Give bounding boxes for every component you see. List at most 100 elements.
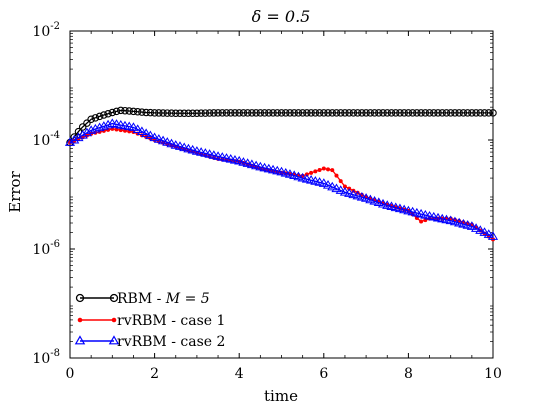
data-point [356,191,367,201]
x-tick-label: 4 [235,366,244,382]
data-point [306,175,317,184]
x-tick-label: 0 [66,366,75,382]
data-point [201,109,210,117]
data-point [235,109,243,117]
data-point [442,109,451,117]
data-point [234,155,245,165]
data-point [454,217,465,227]
data-point [150,109,159,117]
data-point [366,109,375,117]
data-point [231,109,239,117]
data-point [180,109,188,117]
data-point [155,109,163,117]
data-point [86,125,97,134]
data-point [157,135,169,145]
data-point [210,109,218,117]
data-point [358,109,366,117]
data-point [242,158,253,167]
data-point [373,197,384,207]
data-point [94,122,105,132]
data-point [243,109,252,117]
data-point [272,165,283,175]
y-tick-base: 10 [32,133,50,149]
data-point [370,109,379,117]
legend-marker-case1 [77,317,83,323]
legend-entry-case2: rvRBM - case 2 [74,334,225,350]
data-point [263,163,274,173]
data-point [487,231,499,240]
data-point [146,108,155,117]
data-point [352,190,363,200]
data-point [121,106,129,115]
data-point [438,109,446,117]
data-point [485,109,493,117]
data-point [327,181,338,191]
legend-entry-case1: rvRBM - case 1 [77,313,225,329]
data-point [417,109,425,117]
x-tick-label: 6 [319,366,328,382]
data-point [252,109,260,117]
data-point [117,106,125,115]
data-point [286,109,294,117]
data-point [229,154,241,164]
data-point [166,138,177,148]
data-point [87,115,95,124]
data-point [104,109,112,118]
data-point [408,109,417,117]
data-point [315,109,324,117]
data-point [176,109,184,117]
data-point [294,109,303,117]
data-point [394,203,406,213]
data-point [73,132,84,142]
data-point [400,109,408,117]
data-point [248,109,256,117]
data-point [322,179,334,189]
data-point [411,207,422,217]
series-2 [64,118,499,240]
data-point [163,109,172,117]
data-point [382,200,393,209]
chart-title: δ = 0.5 [252,7,311,26]
data-point [276,166,287,176]
y-tick-label: 10-4 [32,130,60,149]
data-point [420,209,431,219]
data-point [280,167,291,177]
data-point [112,107,121,116]
data-point [446,109,455,117]
data-point [90,123,101,133]
data-point [204,149,215,158]
data-point [290,109,298,117]
data-point [375,109,383,117]
data-point [365,194,376,204]
data-point [483,229,494,238]
data-point [379,109,387,117]
data-point [222,109,231,117]
data-point [387,109,396,117]
data-point [403,205,414,215]
data-point [77,130,88,139]
data-point [434,109,442,117]
data-point [311,109,320,117]
data-point [458,218,469,228]
data-point [64,137,76,146]
plot-area [69,30,494,359]
data-point [267,164,279,174]
x-tick-label: 2 [150,366,159,382]
data-point [396,109,404,117]
data-point [179,142,190,152]
data-point [69,134,80,144]
data-point [260,109,269,117]
data-point [226,109,235,117]
data-point [463,109,472,117]
data-point [284,169,296,178]
data-point [413,109,421,117]
data-point [361,193,372,202]
data-point [298,109,307,117]
data-point [221,153,232,162]
data-point [466,221,477,230]
data-point [145,130,156,140]
data-point [421,109,430,117]
data-point [273,109,282,117]
data-point [317,167,322,172]
